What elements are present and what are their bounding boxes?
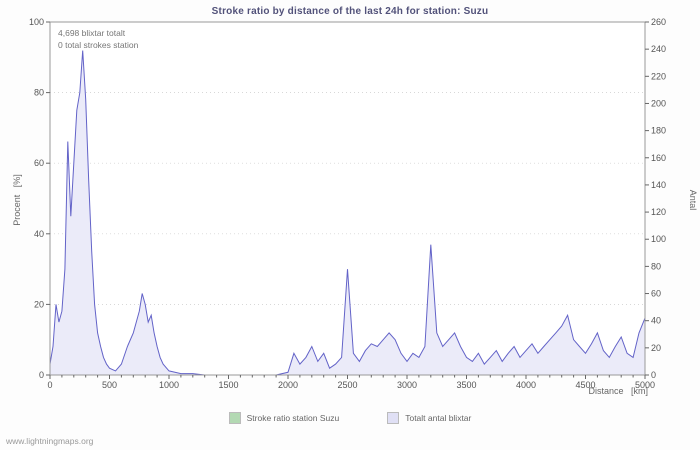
x-axis-label: Distance [km] [588,386,648,396]
legend: Stroke ratio station Suzu Totalt antal b… [0,412,700,424]
svg-text:40: 40 [34,229,44,239]
svg-text:0: 0 [651,370,656,380]
svg-text:2000: 2000 [278,380,298,390]
y-axis-label-left: Procent [%] [12,174,22,226]
annotation-station-strokes: 0 total strokes station [58,40,139,50]
legend-label-total-strikes: Totalt antal blixtar [405,413,472,423]
svg-text:4500: 4500 [575,380,595,390]
svg-text:20: 20 [651,343,661,353]
svg-text:1500: 1500 [218,380,238,390]
y-axis-label-right: Antal [688,189,698,211]
svg-text:100: 100 [651,234,666,244]
legend-swatch-total-strikes [387,412,400,424]
svg-text:4000: 4000 [516,380,536,390]
svg-text:100: 100 [29,17,44,27]
svg-text:240: 240 [651,44,666,54]
svg-text:260: 260 [651,17,666,27]
svg-text:3500: 3500 [456,380,476,390]
svg-text:500: 500 [102,380,117,390]
svg-text:80: 80 [34,88,44,98]
svg-text:2500: 2500 [337,380,357,390]
legend-swatch-stroke-ratio [228,412,241,424]
legend-item-stroke-ratio: Stroke ratio station Suzu [228,412,340,424]
legend-item-total-strikes: Totalt antal blixtar [387,412,471,424]
watermark-link[interactable]: www.lightningmaps.org [6,436,94,446]
chart-title: Stroke ratio by distance of the last 24h… [211,6,489,17]
svg-text:40: 40 [651,316,661,326]
svg-text:160: 160 [651,153,666,163]
svg-text:180: 180 [651,126,666,136]
svg-text:0: 0 [39,370,44,380]
svg-text:5000: 5000 [635,380,655,390]
svg-text:3000: 3000 [397,380,417,390]
svg-text:80: 80 [651,261,661,271]
legend-label-stroke-ratio: Stroke ratio station Suzu [246,413,340,423]
svg-text:60: 60 [34,158,44,168]
annotation-total-strikes: 4,698 blixtar totalt [58,28,126,38]
svg-text:1000: 1000 [159,380,179,390]
svg-text:0: 0 [47,380,52,390]
svg-text:140: 140 [651,180,666,190]
svg-text:20: 20 [34,299,44,309]
svg-text:120: 120 [651,207,666,217]
svg-text:200: 200 [651,98,666,108]
svg-text:220: 220 [651,71,666,81]
svg-text:60: 60 [651,289,661,299]
